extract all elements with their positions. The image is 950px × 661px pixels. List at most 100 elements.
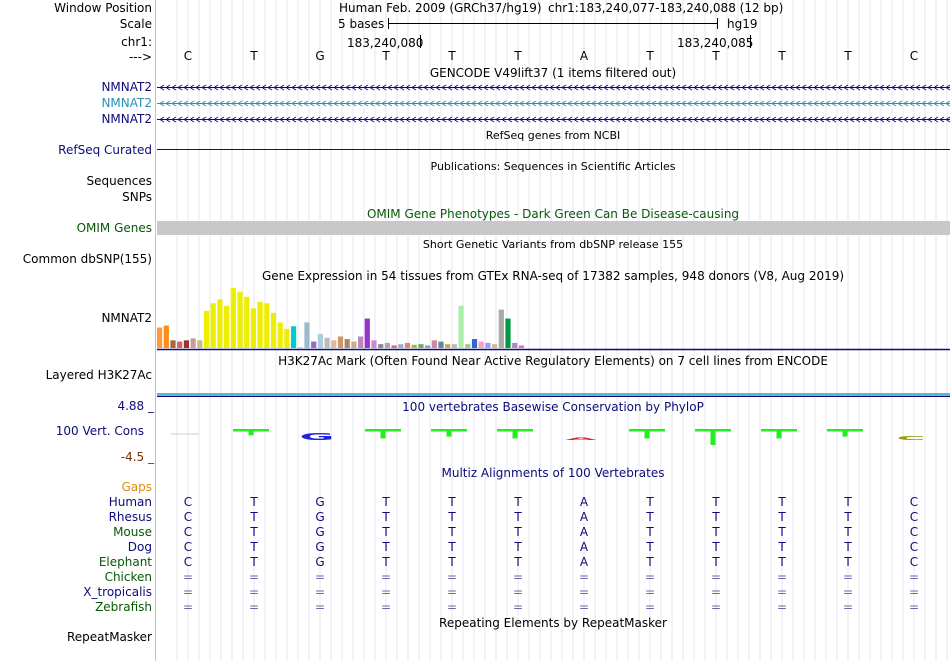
alignment-base: T	[448, 495, 456, 509]
alignment-base: =	[908, 585, 920, 599]
species-label[interactable]: Dog	[127, 540, 152, 554]
gtex-tissue-bar	[478, 341, 484, 348]
h3k-label[interactable]: Layered H3K27Ac	[45, 368, 152, 382]
multiz-title[interactable]: Multiz Alignments of 100 Vertebrates	[441, 466, 665, 480]
gaps-label[interactable]: Gaps	[121, 480, 152, 494]
cons-base-glyph: A	[565, 437, 597, 441]
gtex-tissue-bar	[270, 312, 277, 348]
refseq-label[interactable]: RefSeq Curated	[58, 143, 152, 157]
dbsnp-label[interactable]: Common dbSNP(155)	[22, 252, 152, 266]
alignment-base: G	[315, 510, 325, 524]
omim-label[interactable]: OMIM Genes	[76, 221, 152, 235]
alignment-base: =	[314, 600, 326, 614]
gtex-tissue-bar	[210, 303, 216, 348]
alignment-base: =	[182, 570, 194, 584]
sequence-base: C	[909, 49, 919, 63]
alignment-base: T	[382, 525, 390, 539]
alignment-base: =	[710, 570, 722, 584]
gtex-tissue-bar	[398, 344, 404, 348]
coord-left: 183,240,080	[347, 36, 424, 50]
gencode-gene-line	[157, 84, 950, 91]
strand-arrow-label: --->	[128, 50, 152, 64]
gtex-tissue-bar	[230, 287, 236, 348]
omim-title[interactable]: OMIM Gene Phenotypes - Dark Green Can Be…	[366, 207, 740, 221]
alignment-base: =	[578, 570, 590, 584]
alignment-base: =	[512, 585, 524, 599]
refseq-title[interactable]: RefSeq genes from NCBI	[485, 129, 621, 142]
gtex-tissue-bar	[183, 340, 189, 348]
gtex-tissue-bar	[297, 347, 303, 348]
alignment-base: =	[248, 570, 260, 584]
alignment-base: =	[380, 585, 392, 599]
gtex-tissue-bar	[197, 340, 203, 348]
gencode-row-1-label[interactable]: NMNAT2	[101, 80, 152, 94]
alignment-base: T	[778, 555, 786, 569]
repeat-title[interactable]: Repeating Elements by RepeatMasker	[439, 616, 667, 630]
cons-label[interactable]: 100 Vert. Cons	[55, 424, 144, 438]
alignment-base: =	[380, 570, 392, 584]
species-label[interactable]: Mouse	[113, 525, 152, 539]
alignment-base: =	[248, 600, 260, 614]
cons-bar	[629, 429, 665, 432]
pubs-label-snps[interactable]: SNPs	[122, 190, 152, 204]
alignment-base: =	[776, 570, 788, 584]
gtex-tissue-bar	[371, 340, 377, 348]
chrom-label: chr1:	[121, 35, 152, 49]
alignment-base: T	[844, 495, 852, 509]
gtex-title[interactable]: Gene Expression in 54 tissues from GTEx …	[261, 269, 845, 283]
h3k-title[interactable]: H3K27Ac Mark (Often Found Near Active Re…	[278, 354, 828, 368]
gtex-tissue-bar	[505, 318, 511, 348]
repeat-label[interactable]: RepeatMasker	[66, 630, 152, 644]
alignment-base: =	[248, 585, 260, 599]
alignment-base: C	[183, 510, 193, 524]
species-label[interactable]: Zebrafish	[95, 600, 152, 614]
sequence-base: T	[646, 49, 654, 63]
sequence-base: T	[448, 49, 456, 63]
gtex-tissue-bar	[224, 305, 230, 348]
alignment-base: A	[579, 510, 589, 524]
alignment-base: A	[579, 540, 589, 554]
species-label[interactable]: Human	[108, 495, 152, 509]
alignment-base: T	[712, 540, 720, 554]
gtex-tissue-bar	[217, 299, 223, 348]
alignment-base: T	[646, 540, 654, 554]
alignment-base: T	[778, 495, 786, 509]
gencode-row-2-label[interactable]: NMNAT2	[101, 96, 152, 110]
gtex-tissue-bar	[244, 296, 250, 348]
gtex-tissue-bar	[498, 309, 504, 348]
gtex-tissue-bar	[291, 326, 297, 348]
gtex-tissue-bar	[471, 339, 478, 348]
alignment-base: =	[644, 600, 656, 614]
gencode-gene-line	[157, 116, 950, 123]
alignment-base: =	[578, 585, 590, 599]
sequence-base: A	[579, 49, 589, 63]
h3k27ac-signal	[157, 393, 950, 397]
pubs-label-sequences[interactable]: Sequences	[86, 174, 152, 188]
cons-title[interactable]: 100 vertebrates Basewise Conservation by…	[402, 400, 704, 414]
alignment-base: G	[315, 495, 325, 509]
gtex-tissue-bar	[391, 345, 397, 348]
alignment-base: G	[315, 525, 325, 539]
species-label[interactable]: Rhesus	[108, 510, 152, 524]
gencode-gene-line	[157, 100, 950, 107]
cons-max: 4.88 _	[117, 399, 154, 413]
alignment-base: T	[448, 525, 456, 539]
species-label[interactable]: X_tropicalis	[83, 585, 152, 599]
gtex-tissue-bar	[411, 344, 417, 348]
species-label[interactable]: Chicken	[104, 570, 152, 584]
gtex-tissue-bar	[170, 340, 176, 348]
gtex-tissue-bar	[518, 345, 524, 348]
alignment-base: T	[250, 540, 258, 554]
species-label[interactable]: Elephant	[98, 555, 152, 569]
dbsnp-title[interactable]: Short Genetic Variants from dbSNP releas…	[422, 238, 684, 251]
gtex-tissue-bar	[324, 337, 330, 348]
sequence-base: C	[183, 49, 193, 63]
gtex-tissue-bar	[378, 344, 384, 348]
cons-bar	[710, 431, 716, 445]
gtex-label[interactable]: NMNAT2	[101, 311, 152, 325]
alignment-base: T	[712, 555, 720, 569]
pubs-title[interactable]: Publications: Sequences in Scientific Ar…	[430, 160, 676, 173]
gencode-row-3-label[interactable]: NMNAT2	[101, 112, 152, 126]
gencode-title[interactable]: GENCODE V49lift37 (1 items filtered out)	[429, 66, 677, 80]
alignment-base: T	[712, 510, 720, 524]
